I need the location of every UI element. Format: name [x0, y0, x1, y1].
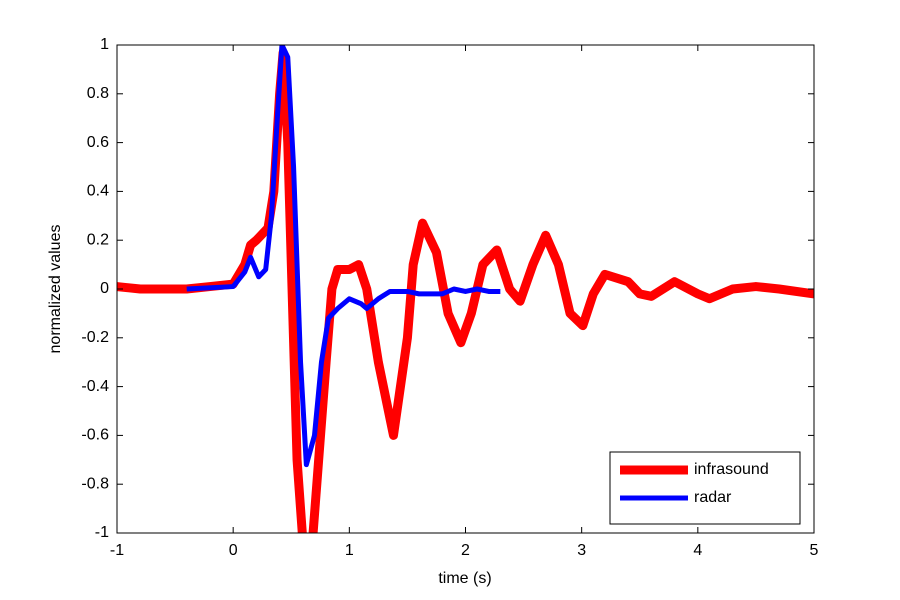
y-tick-label: -0.8 — [81, 475, 109, 492]
x-tick-label: 3 — [577, 542, 586, 559]
x-tick-label: 0 — [229, 542, 238, 559]
y-tick-label: 0.8 — [87, 85, 109, 102]
y-axis-label: normalized values — [47, 225, 64, 354]
legend-label: radar — [694, 489, 732, 506]
x-tick-label: 1 — [345, 542, 354, 559]
legend-box — [609, 451, 801, 525]
series-line — [186, 45, 501, 468]
y-tick-label: 0.2 — [87, 231, 109, 248]
y-tick-label: -0.6 — [81, 427, 109, 444]
legend-label: infrasound — [694, 461, 769, 478]
y-tick-label: 0.4 — [87, 183, 109, 200]
x-axis-label: time (s) — [438, 570, 491, 587]
y-tick-label: -0.4 — [81, 378, 109, 395]
y-tick-label: 0.6 — [87, 134, 109, 151]
x-tick-label: 5 — [810, 542, 819, 559]
lines — [117, 45, 814, 533]
series-line — [117, 47, 814, 533]
y-tick-label: 1 — [100, 36, 109, 53]
x-tick-label: -1 — [110, 542, 124, 559]
x-tick-label: 4 — [693, 542, 702, 559]
y-tick-label: -1 — [95, 524, 109, 541]
y-tick-label: 0 — [100, 280, 109, 297]
x-tick-label: 2 — [461, 542, 470, 559]
y-tick-label: -0.2 — [81, 329, 109, 346]
